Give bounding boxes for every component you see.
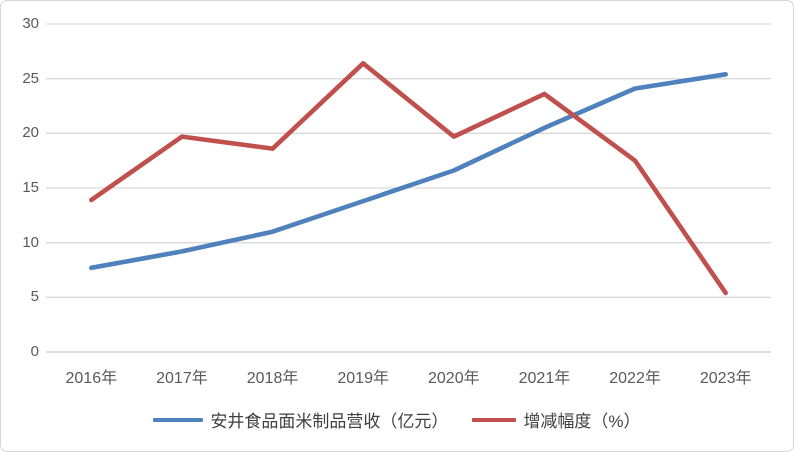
chart-legend: 安井食品面米制品营收（亿元） 增减幅度（%） — [1, 407, 793, 432]
series-lines — [89, 61, 728, 296]
y-tick-label-0: 0 — [30, 343, 39, 360]
growth-series-line-marker — [472, 417, 517, 422]
x-tick-label-7: 2023年 — [699, 370, 752, 387]
series-line-1 — [89, 61, 728, 296]
x-tick-label-5: 2021年 — [518, 370, 571, 387]
y-tick-label-5: 5 — [30, 288, 39, 306]
legend-item-growth: 增减幅度（%） — [458, 407, 641, 432]
x-tick-label-0: 2016年 — [65, 370, 118, 387]
x-tick-label-3: 2019年 — [337, 370, 389, 387]
legend-label-growth: 增减幅度（%） — [523, 412, 641, 431]
x-tick-label-2: 2018年 — [246, 370, 299, 387]
y-tick-label-10: 10 — [22, 233, 39, 251]
y-tick-label-30: 30 — [22, 15, 39, 32]
legend-label-revenue: 安井食品面米制品营收（亿元） — [210, 412, 449, 431]
revenue-series-line-marker — [153, 417, 204, 422]
series-line-0 — [89, 71, 728, 271]
x-tick-label-6: 2022年 — [609, 370, 661, 387]
gridlines — [46, 23, 771, 353]
x-tick-label-1: 2017年 — [156, 370, 208, 387]
y-tick-label-20: 20 — [22, 124, 39, 142]
y-tick-label-25: 25 — [22, 69, 39, 87]
x-tick-label-4: 2020年 — [428, 370, 480, 387]
y-tick-label-15: 15 — [22, 179, 39, 196]
legend-item-revenue: 安井食品面米制品营收（亿元） — [153, 407, 448, 432]
